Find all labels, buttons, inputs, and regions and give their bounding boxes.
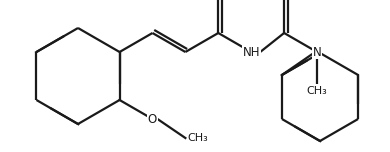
Text: CH₃: CH₃	[307, 86, 327, 96]
Text: O: O	[148, 112, 157, 126]
Text: N: N	[313, 45, 321, 59]
Text: NH: NH	[243, 45, 260, 59]
Text: CH₃: CH₃	[187, 133, 208, 143]
